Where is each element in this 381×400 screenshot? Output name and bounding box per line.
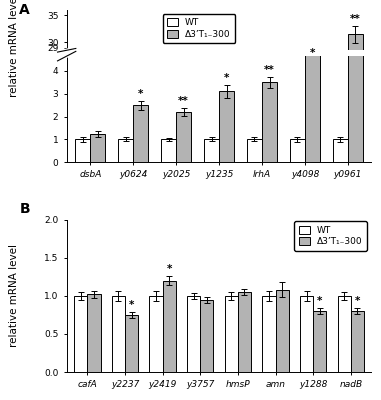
Bar — [118, 139, 133, 162]
Bar — [348, 0, 363, 162]
Text: **: ** — [350, 14, 361, 24]
Bar — [351, 311, 364, 372]
Bar — [112, 296, 125, 372]
Y-axis label: relative mRNA level: relative mRNA level — [10, 0, 19, 97]
Bar — [75, 198, 90, 203]
Bar — [133, 190, 148, 203]
Bar — [247, 198, 262, 203]
Bar — [338, 296, 351, 372]
Bar — [290, 139, 305, 162]
Bar — [348, 34, 363, 203]
Text: *: * — [224, 73, 229, 83]
Text: *: * — [166, 264, 172, 274]
Bar — [333, 139, 348, 162]
Bar — [125, 315, 138, 372]
Bar — [163, 281, 176, 372]
Text: A: A — [19, 3, 30, 17]
Text: **: ** — [178, 96, 189, 106]
Bar — [225, 296, 238, 372]
Bar — [133, 105, 148, 162]
Text: *: * — [355, 296, 360, 306]
Text: B: B — [19, 202, 30, 216]
Text: *: * — [129, 300, 134, 310]
Bar — [313, 311, 326, 372]
Bar — [219, 187, 234, 203]
Bar — [161, 139, 176, 162]
Bar — [204, 198, 219, 203]
Bar — [204, 139, 219, 162]
Bar — [90, 134, 105, 162]
Bar — [238, 292, 251, 372]
Bar — [263, 296, 275, 372]
Y-axis label: relative mRNA level: relative mRNA level — [10, 244, 19, 348]
Bar — [247, 139, 262, 162]
Bar — [219, 92, 234, 162]
Legend: WT, Δ3’T₁₋300: WT, Δ3’T₁₋300 — [294, 221, 367, 251]
Bar — [161, 198, 176, 203]
Bar — [118, 198, 133, 203]
Bar — [176, 112, 191, 162]
Bar — [187, 296, 200, 372]
Bar — [333, 198, 348, 203]
Bar — [74, 296, 87, 372]
Text: *: * — [138, 89, 143, 99]
Text: **: ** — [264, 65, 275, 75]
Bar — [149, 296, 163, 372]
Bar — [87, 294, 101, 372]
Bar — [290, 198, 305, 203]
Bar — [200, 300, 213, 372]
Bar — [262, 82, 277, 162]
Bar — [275, 290, 289, 372]
Text: *: * — [317, 296, 322, 306]
Bar — [305, 131, 320, 203]
Legend: WT, Δ3’T₁₋300: WT, Δ3’T₁₋300 — [163, 14, 235, 43]
Bar — [176, 192, 191, 203]
Bar — [262, 184, 277, 203]
Bar — [90, 196, 105, 203]
Bar — [75, 139, 90, 162]
Bar — [305, 0, 320, 162]
Bar — [300, 296, 313, 372]
Text: *: * — [310, 48, 315, 58]
